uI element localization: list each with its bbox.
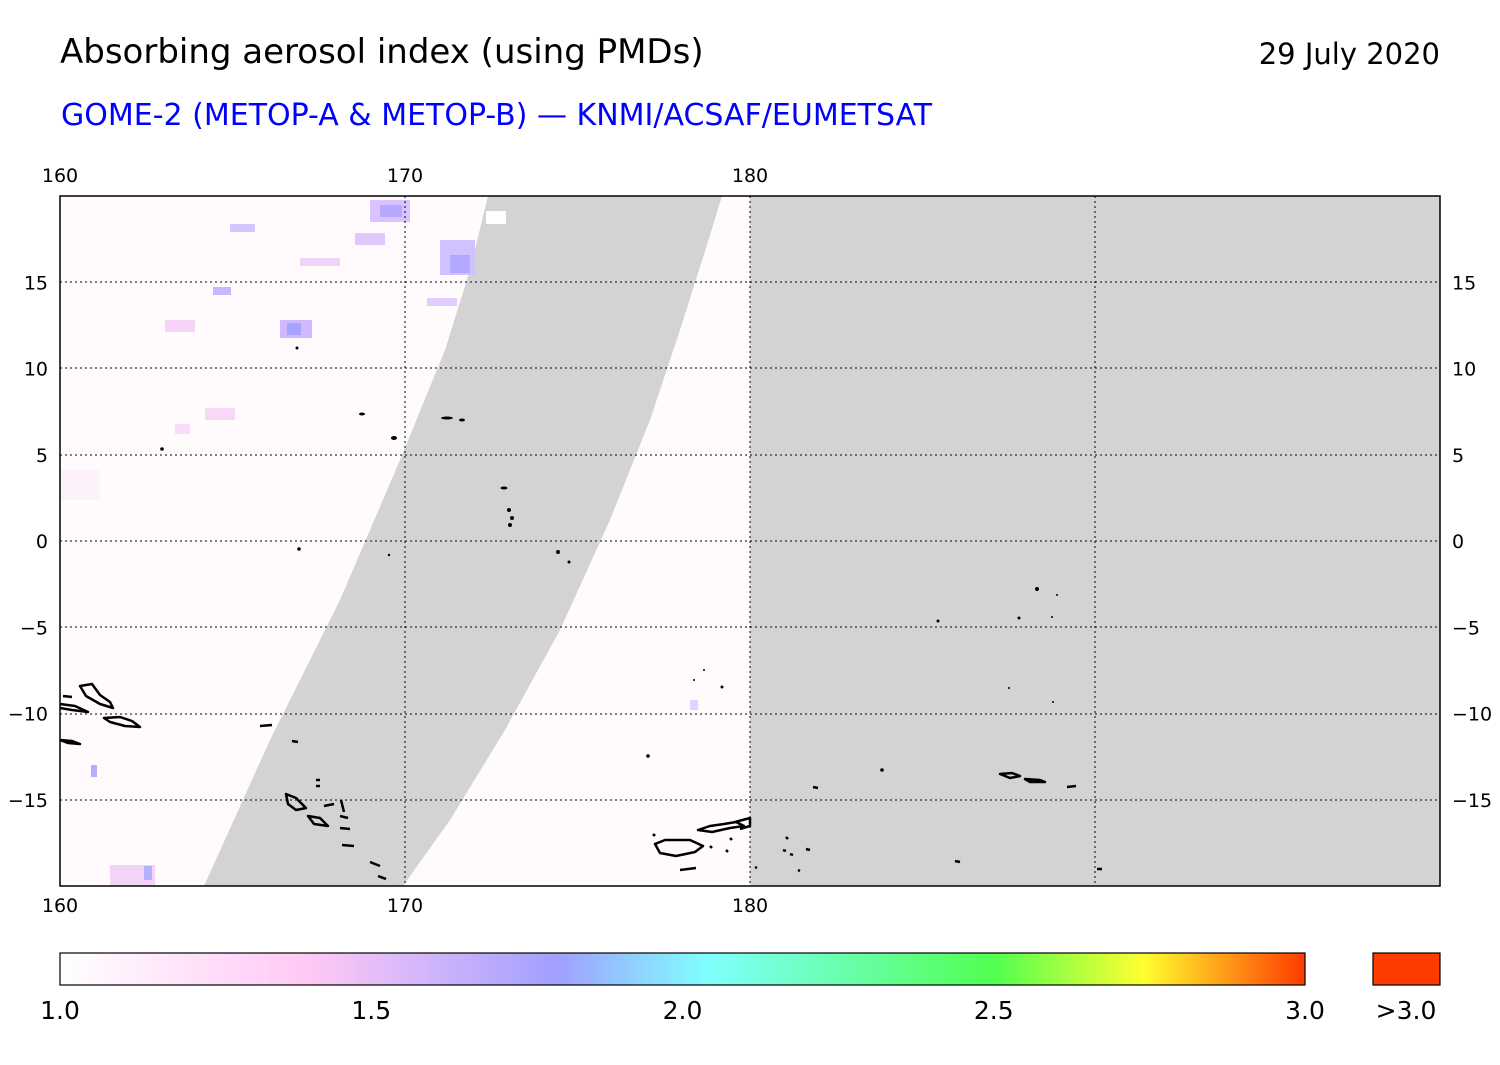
lat-tick-label-left: 10 (24, 359, 48, 381)
lon-tick-label-top: 170 (387, 165, 423, 187)
lat-tick-label-left: −15 (8, 790, 48, 812)
lat-tick-label-right: −15 (1452, 790, 1492, 812)
lat-tick-label-right: 5 (1452, 445, 1464, 467)
lon-labels-bottom: 160 170 180 (42, 895, 768, 917)
colorbar-tick-labels: 1.0 1.5 2.0 2.5 3.0 (40, 996, 1325, 1025)
map-date: 29 July 2020 (1258, 37, 1440, 71)
lat-tick-label-right: −5 (1452, 617, 1480, 639)
no-data-swath-gap (204, 196, 722, 886)
lat-labels-left: 15 10 5 0 −5 −10 −15 (8, 272, 48, 812)
lat-tick-label-right: 15 (1452, 272, 1476, 294)
lon-tick-label-bottom: 160 (42, 895, 78, 917)
lat-tick-label-left: −5 (20, 617, 48, 639)
lat-tick-label-right: −10 (1452, 704, 1492, 726)
map-subtitle: GOME-2 (METOP-A & METOP-B) — KNMI/ACSAF/… (61, 98, 933, 133)
small-islands (160, 346, 1058, 837)
colorbar-overflow-label: >3.0 (1376, 996, 1437, 1025)
lon-labels-top: 160 170 180 (42, 165, 768, 187)
no-data-patch (486, 211, 506, 224)
lat-tick-label-left: 15 (24, 272, 48, 294)
lat-tick-label-right: 0 (1452, 531, 1464, 553)
plot-frame (59, 195, 1441, 887)
graticule (60, 196, 1440, 886)
lat-tick-label-left: 5 (36, 445, 48, 467)
lat-labels-right: 15 10 5 0 −5 −10 −15 (1452, 272, 1492, 812)
colorbar-tick-label: 3.0 (1285, 996, 1325, 1025)
lon-tick-label-top: 180 (732, 165, 768, 187)
colorbar-tick-label: 2.5 (974, 996, 1014, 1025)
colorbar-tick-label: 1.5 (351, 996, 391, 1025)
lon-tick-label-bottom: 170 (387, 895, 423, 917)
colorbar-tick-label: 1.0 (40, 996, 80, 1025)
aerosol-pixels (60, 200, 698, 885)
lon-tick-label-bottom: 180 (732, 895, 768, 917)
map-title: Absorbing aerosol index (using PMDs) (60, 32, 704, 72)
colorbar-tick-label: 2.0 (663, 996, 703, 1025)
coastlines (60, 682, 1102, 881)
colorbar (59, 952, 1306, 986)
colorbar-overflow-box (1372, 952, 1441, 986)
lat-tick-label-left: 0 (36, 531, 48, 553)
lon-tick-label-top: 160 (42, 165, 78, 187)
lat-tick-label-left: −10 (8, 704, 48, 726)
lat-tick-label-right: 10 (1452, 359, 1476, 381)
